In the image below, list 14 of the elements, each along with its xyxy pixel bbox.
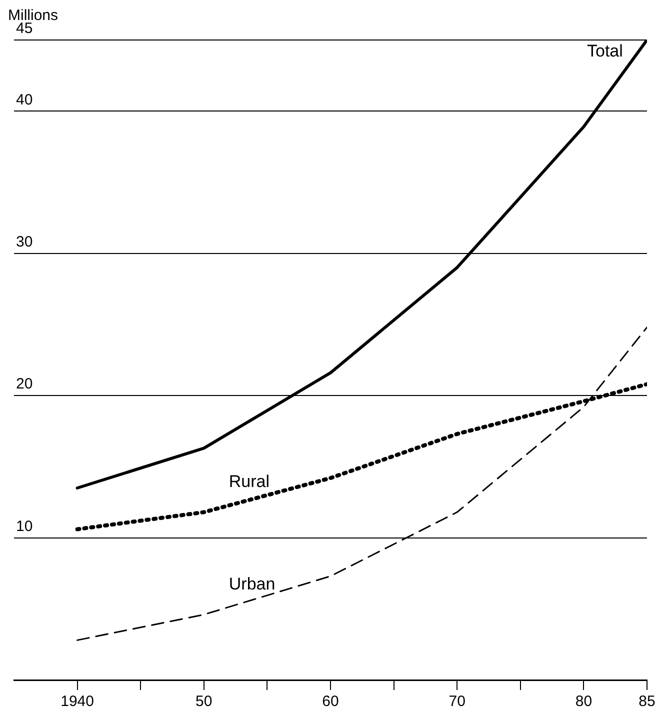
x-tick-label: 1940	[60, 693, 94, 710]
y-tick-label: 10	[16, 518, 33, 535]
x-tick-label: 50	[196, 693, 212, 710]
series-label: Rural	[228, 472, 270, 491]
y-tick-label: 40	[16, 91, 33, 108]
series-label: Total	[587, 42, 623, 61]
y-tick-label: 20	[16, 376, 33, 393]
series-label: Urban	[228, 574, 276, 594]
x-tick-label: 80	[575, 693, 592, 710]
y-tick-label: 45	[16, 20, 33, 38]
x-tick-label: 70	[448, 693, 466, 710]
x-tick-label: 85	[638, 693, 656, 710]
y-tick-label: 30	[16, 233, 33, 250]
x-tick-label: 60	[322, 693, 339, 710]
